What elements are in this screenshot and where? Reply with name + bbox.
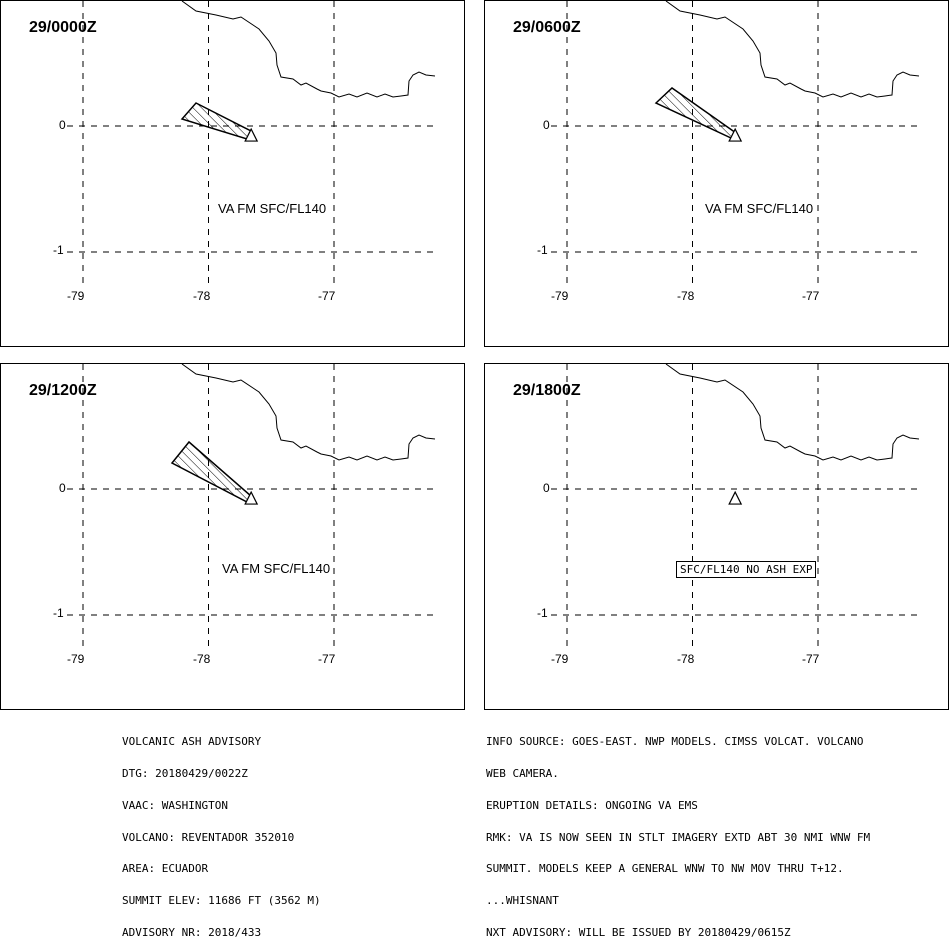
- panel-time-label: 29/1200Z: [29, 382, 97, 399]
- ash-cloud-area: [170, 440, 252, 503]
- y-tick-minus1: -1: [53, 243, 64, 257]
- panel-time-label: 29/1800Z: [513, 382, 581, 399]
- x-tick-minus78: -78: [677, 652, 695, 666]
- x-tick-minus77: -77: [318, 289, 336, 303]
- border-line: [665, 1, 920, 98]
- x-tick-minus77: -77: [802, 289, 820, 303]
- y-tick-minus1: -1: [537, 243, 548, 257]
- ash-cloud-area: [654, 87, 738, 139]
- no-ash-expected-box: SFC/FL140 NO ASH EXP: [676, 561, 817, 578]
- y-tick-0: 0: [59, 481, 66, 495]
- va-height-label: VA FM SFC/FL140: [222, 561, 331, 576]
- va-height-label: VA FM SFC/FL140: [218, 201, 327, 216]
- advisory-line: INFO SOURCE: GOES-EAST. NWP MODELS. CIMS…: [486, 735, 864, 749]
- y-tick-0: 0: [543, 481, 550, 495]
- y-tick-0: 0: [59, 118, 66, 132]
- map-canvas: [67, 364, 437, 647]
- border-line: [665, 364, 920, 461]
- advisory-line: SUMMIT ELEV: 11686 FT (3562 M): [122, 894, 321, 908]
- y-tick-minus1: -1: [537, 606, 548, 620]
- advisory-line: VOLCANIC ASH ADVISORY: [122, 735, 262, 749]
- volcano-icon: [244, 127, 259, 142]
- advisory-line: ...WHISNANT: [486, 894, 559, 908]
- forecast-panel-0600z: 29/0600Z VA FM SFC/FL140 0 -1 -79 -78 -7…: [484, 0, 949, 347]
- advisory-line: ADVISORY NR: 2018/433: [122, 925, 262, 939]
- advisory-line: VOLCANO: REVENTADOR 352010: [122, 830, 295, 844]
- advisory-line: RMK: VA IS NOW SEEN IN STLT IMAGERY EXTD…: [486, 830, 871, 844]
- x-tick-minus79: -79: [67, 652, 85, 666]
- advisory-line: NXT ADVISORY: WILL BE ISSUED BY 20180429…: [486, 925, 791, 939]
- advisory-line: DTG: 20180429/0022Z: [122, 766, 248, 780]
- volcano-icon: [728, 490, 743, 505]
- x-tick-minus79: -79: [551, 289, 569, 303]
- x-tick-minus79: -79: [551, 652, 569, 666]
- x-tick-minus78: -78: [193, 652, 211, 666]
- panel-time-label: 29/0000Z: [29, 19, 97, 36]
- forecast-panel-1800z: 29/1800Z SFC/FL140 NO ASH EXP 0 -1 -79 -…: [484, 363, 949, 710]
- border-line: [181, 364, 436, 461]
- forecast-panel-1200z: 29/1200Z VA FM SFC/FL140 0 -1 -79 -78 -7…: [0, 363, 465, 710]
- volcano-icon: [728, 127, 743, 142]
- x-tick-minus79: -79: [67, 289, 85, 303]
- volcano-icon: [244, 490, 259, 505]
- y-tick-minus1: -1: [53, 606, 64, 620]
- map-canvas: [551, 364, 921, 647]
- x-tick-minus77: -77: [318, 652, 336, 666]
- ash-cloud-area: [180, 102, 253, 140]
- advisory-line: SUMMIT. MODELS KEEP A GENERAL WNW TO NW …: [486, 862, 844, 876]
- advisory-line: ERUPTION DETAILS: ONGOING VA EMS: [486, 798, 698, 812]
- advisory-line: VAAC: WASHINGTON: [122, 798, 228, 812]
- x-tick-minus78: -78: [193, 289, 211, 303]
- advisory-header-block: VOLCANIC ASH ADVISORY DTG: 20180429/0022…: [122, 716, 321, 949]
- map-canvas: [67, 1, 437, 284]
- y-tick-0: 0: [543, 118, 550, 132]
- x-tick-minus77: -77: [802, 652, 820, 666]
- advisory-line: AREA: ECUADOR: [122, 862, 209, 876]
- va-height-label: VA FM SFC/FL140: [705, 201, 814, 216]
- map-canvas: [551, 1, 921, 284]
- advisory-details-block: INFO SOURCE: GOES-EAST. NWP MODELS. CIMS…: [486, 716, 870, 949]
- panel-time-label: 29/0600Z: [513, 19, 581, 36]
- x-tick-minus78: -78: [677, 289, 695, 303]
- advisory-line: WEB CAMERA.: [486, 766, 559, 780]
- border-line: [181, 1, 436, 98]
- forecast-panel-0000z: 29/0000Z VA FM SFC/FL140 0 -1 -79 -78 -7…: [0, 0, 465, 347]
